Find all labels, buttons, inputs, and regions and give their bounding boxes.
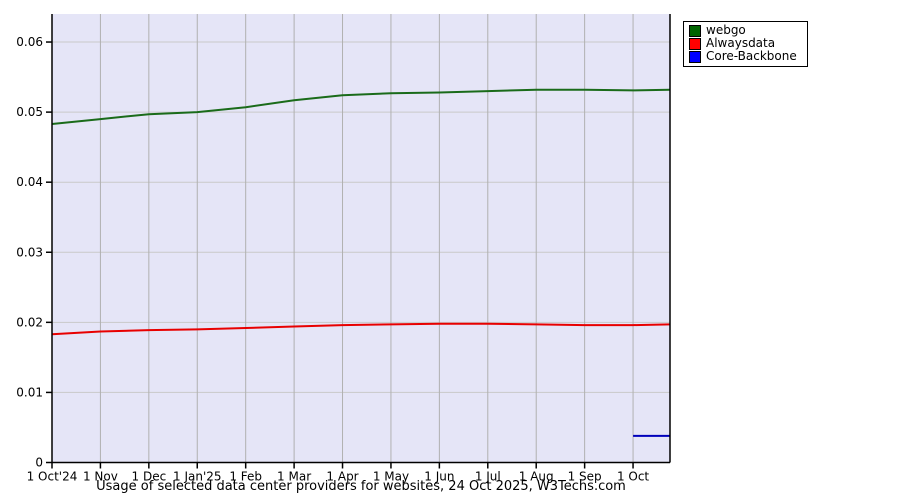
y-tick-label: 0.03: [16, 245, 43, 259]
x-tick-label: 1 Jul: [475, 470, 501, 484]
legend-item-alwaysdata: Alwaysdata: [689, 37, 797, 50]
x-tick-label: 1 Jan'25: [173, 470, 222, 484]
legend-swatch-icon: [689, 50, 701, 63]
series-line-webgo: [51, 88, 671, 125]
legend-label: Core-Backbone: [706, 49, 797, 63]
legend-item-core-backbone: Core-Backbone: [689, 50, 797, 63]
legend-swatch-icon: [689, 24, 701, 37]
x-tick-label: 1 May: [373, 470, 409, 484]
y-tick-label: 0.01: [16, 385, 43, 399]
y-tick-label: 0.04: [16, 175, 43, 189]
x-tick-label: 1 Sep: [568, 470, 602, 484]
legend: webgo Alwaysdata Core-Backbone: [683, 21, 808, 67]
x-tick-label: 1 Jun: [424, 470, 454, 484]
y-tick-label: 0.02: [16, 315, 43, 329]
series-line-alwaysdata: [51, 322, 671, 336]
plot-area: [52, 14, 670, 463]
x-tick-label: 1 Mar: [277, 470, 311, 484]
x-tick-label: 1 Feb: [229, 470, 262, 484]
legend-label: webgo: [706, 23, 746, 37]
x-tick-label: 1 Nov: [83, 470, 118, 484]
x-tick-label: 1 Aug: [519, 470, 554, 484]
y-tick-label: 0.05: [16, 105, 43, 119]
x-tick-label: 1 Dec: [132, 470, 167, 484]
x-tick-label: 1 Apr: [326, 470, 358, 484]
x-tick-label: 1 Oct'24: [27, 470, 78, 484]
legend-item-webgo: webgo: [689, 24, 797, 37]
legend-label: Alwaysdata: [706, 36, 776, 50]
y-tick-label: 0: [35, 456, 43, 470]
legend-swatch-icon: [689, 37, 701, 50]
y-tick-label: 0.06: [16, 35, 43, 49]
x-tick-label: 1 Oct: [617, 470, 649, 484]
chart-title: Usage of selected data center providers …: [96, 479, 626, 494]
